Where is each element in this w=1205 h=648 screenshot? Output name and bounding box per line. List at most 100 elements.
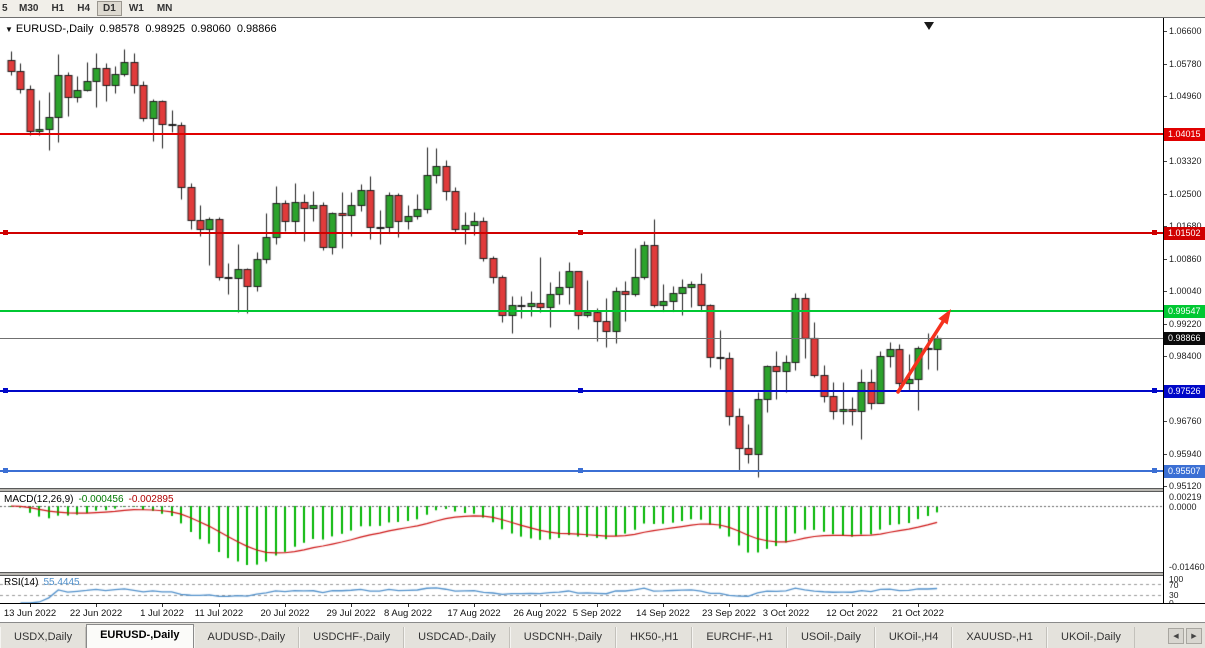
ohlc-close: 0.98866 [236, 23, 277, 35]
line-handle[interactable] [3, 388, 8, 393]
rsi-axis-label: 100 [1169, 574, 1184, 584]
time-axis-label: 3 Oct 2022 [762, 608, 810, 619]
time-axis-tickmark [918, 604, 919, 607]
line-handle[interactable] [578, 230, 583, 235]
time-axis-tickmark [162, 604, 163, 607]
horizontal-line-1.04015[interactable] [0, 133, 1163, 135]
tab-scroll-left-icon[interactable]: ◀ [1168, 628, 1184, 644]
price-axis-tickmark [1164, 31, 1167, 33]
tab-usdx-daily[interactable]: USDX,Daily [0, 627, 87, 648]
time-axis-tickmark [852, 604, 853, 607]
price-axis[interactable]: 1.06600 1.05780 1.04960 1.03320 1.02500 1.016… [1163, 18, 1205, 608]
line-handle[interactable] [1152, 468, 1157, 473]
panel-separator[interactable] [0, 488, 1205, 492]
tab-hk50-h1[interactable]: HK50-,H1 [616, 627, 693, 648]
tab-audusd-daily[interactable]: AUDUSD-,Daily [193, 627, 300, 648]
timeframe-button-5[interactable]: 5 [2, 3, 8, 14]
price-axis-tickmark [1164, 421, 1167, 423]
price-badge-0.95507: 0.95507 [1164, 465, 1205, 478]
time-axis-tickmark [474, 604, 475, 607]
price-axis-tickmark [1164, 486, 1167, 488]
timeframe-button-h4[interactable]: H4 [77, 3, 91, 14]
macd-main-value: -0.000456 [78, 494, 124, 505]
time-axis-tickmark [408, 604, 409, 607]
price-badge-0.97526: 0.97526 [1164, 385, 1205, 398]
timeframe-button-h1[interactable]: H1 [51, 3, 65, 14]
tab-ukoil-h4[interactable]: UKOil-,H4 [874, 627, 953, 648]
time-axis-label: 12 Oct 2022 [826, 608, 878, 619]
rsi-value: 55.4445 [43, 577, 80, 588]
macd-panel-canvas[interactable] [0, 492, 1163, 572]
chart-shift-marker-icon [924, 22, 934, 30]
line-handle[interactable] [1152, 388, 1157, 393]
price-axis-tick: 1.02500 [1169, 188, 1202, 199]
price-axis-tick: 1.03320 [1169, 156, 1202, 167]
tab-scroll-buttons: ◀ ▶ [1168, 628, 1202, 644]
time-axis-tickmark [729, 604, 730, 607]
current-price-badge: 0.98866 [1164, 332, 1205, 345]
price-axis-tick: 1.00860 [1169, 253, 1202, 264]
horizontal-line-0.99547[interactable] [0, 310, 1163, 312]
line-handle[interactable] [578, 468, 583, 473]
time-axis-tickmark [219, 604, 220, 607]
price-axis-tick: 1.06600 [1169, 26, 1202, 37]
timeframe-button-w1[interactable]: W1 [128, 3, 144, 14]
tab-ukoil-daily[interactable]: UKOil-,Daily [1047, 627, 1135, 648]
rsi-panel-canvas[interactable] [0, 576, 1163, 603]
time-axis-label: 5 Sep 2022 [572, 608, 622, 619]
rsi-title: RSI(14) [4, 577, 39, 588]
price-axis-tick: 1.00040 [1169, 286, 1202, 297]
symbol-title: EURUSD-,Daily [15, 23, 94, 35]
time-axis-tickmark [786, 604, 787, 607]
price-axis-tick: 0.98400 [1169, 351, 1202, 362]
symbol-dropdown-icon[interactable]: ▼ [5, 25, 13, 34]
macd-title: MACD(12,26,9) [4, 494, 74, 505]
time-axis-tickmark [30, 604, 31, 607]
tab-usdcad-daily[interactable]: USDCAD-,Daily [404, 627, 510, 648]
trend-arrow-head-icon [938, 309, 951, 325]
price-axis-tickmark [1164, 453, 1167, 455]
time-axis[interactable]: 13 Jun 2022 22 Jun 2022 1 Jul 2022 11 Jul 2… [0, 603, 1205, 622]
price-axis-tick: 1.05780 [1169, 58, 1202, 69]
time-axis-label: 20 Jul 2022 [260, 608, 310, 619]
rsi-axis-label: 70 [1169, 580, 1179, 590]
price-axis-tickmark [1164, 356, 1167, 358]
timeframe-button-m30[interactable]: M30 [19, 3, 39, 14]
time-axis-tickmark [285, 604, 286, 607]
line-handle[interactable] [3, 230, 8, 235]
panel-separator[interactable] [0, 572, 1205, 576]
price-axis-tickmark [1164, 193, 1167, 195]
tab-eurusd-daily[interactable]: EURUSD-,Daily [86, 624, 194, 648]
trend-arrow-line[interactable] [896, 316, 947, 394]
time-axis-label: 17 Aug 2022 [447, 608, 501, 619]
tab-usdcnh-daily[interactable]: USDCNH-,Daily [509, 627, 617, 648]
macd-axis-label: 0.00219 [1169, 491, 1202, 502]
timeframe-button-mn[interactable]: MN [156, 3, 173, 14]
time-axis-tickmark [540, 604, 541, 607]
price-chart-canvas[interactable] [0, 18, 1163, 488]
tab-usoil-daily[interactable]: USOil-,Daily [786, 627, 875, 648]
line-handle[interactable] [578, 388, 583, 393]
line-handle[interactable] [3, 468, 8, 473]
tab-xauusd-h1[interactable]: XAUUSD-,H1 [952, 627, 1047, 648]
tab-scroll-right-icon[interactable]: ▶ [1186, 628, 1202, 644]
time-axis-tickmark [663, 604, 664, 607]
macd-axis-label: 0.0000 [1169, 502, 1197, 512]
time-axis-tickmark [351, 604, 352, 607]
price-badge-0.99547: 0.99547 [1164, 305, 1205, 318]
price-axis-tick: 0.96760 [1169, 416, 1202, 427]
current-price-line [0, 338, 1163, 339]
timeframe-button-d1[interactable]: D1 [97, 1, 122, 16]
time-axis-label: 14 Sep 2022 [636, 608, 690, 619]
price-axis-tick: 1.01680 [1169, 221, 1202, 231]
time-axis-label: 29 Jul 2022 [326, 608, 376, 619]
tab-eurchf-h1[interactable]: EURCHF-,H1 [692, 627, 787, 648]
ohlc-open: 0.98578 [99, 23, 140, 35]
line-handle[interactable] [1152, 230, 1157, 235]
time-axis-label: 22 Jun 2022 [69, 608, 123, 619]
time-axis-label: 26 Aug 2022 [513, 608, 567, 619]
rsi-axis-label: 30 [1169, 590, 1179, 600]
tab-usdchf-daily[interactable]: USDCHF-,Daily [299, 627, 405, 648]
